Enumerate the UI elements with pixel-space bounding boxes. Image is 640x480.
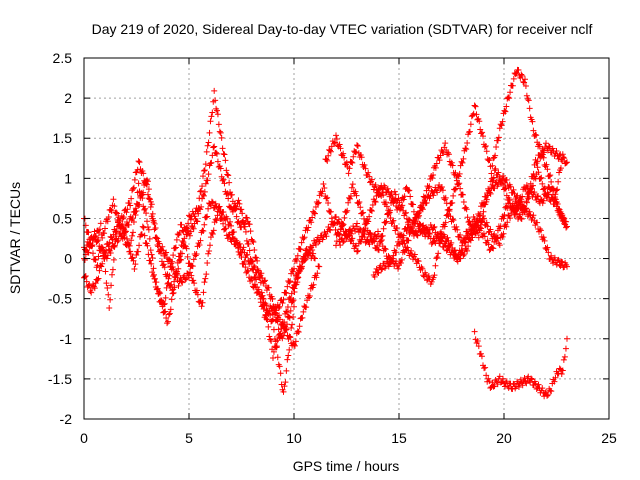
x-axis-label: GPS time / hours [293,458,400,474]
x-axis-ticks: 0 5 10 15 20 25 [80,58,617,446]
x-tick-label: 5 [185,430,193,446]
x-tick-label: 25 [601,430,617,446]
series-6-markers [322,66,570,288]
y-tick-label: 0 [64,251,72,267]
y-tick-label: 1 [64,170,72,186]
y-tick-label: -1.5 [48,371,72,387]
chart-title: Day 219 of 2020, Sidereal Day-to-day VTE… [92,21,593,37]
series-9 [471,328,570,400]
x-tick-label: 15 [391,430,407,446]
series-6 [322,66,570,288]
series-9-markers [471,328,570,400]
data-marks [81,66,570,400]
y-axis-ticks: -2 -1.5 -1 -0.5 0 0.5 1 1.5 2 2.5 [48,50,609,427]
x-tick-label: 20 [496,430,512,446]
y-tick-label: 2 [64,90,72,106]
y-tick-label: -1 [60,331,73,347]
y-tick-label: 2.5 [53,50,73,66]
y-tick-label: -2 [60,411,73,427]
series-8-markers [333,140,566,254]
series-8 [333,140,566,254]
x-tick-label: 0 [80,430,88,446]
x-tick-label: 10 [286,430,302,446]
y-tick-label: -0.5 [48,291,72,307]
y-tick-label: 0.5 [53,210,73,226]
y-tick-label: 1.5 [53,130,73,146]
plot-frame [83,57,610,420]
y-axis-label: SDTVAR / TECUs [7,182,23,294]
